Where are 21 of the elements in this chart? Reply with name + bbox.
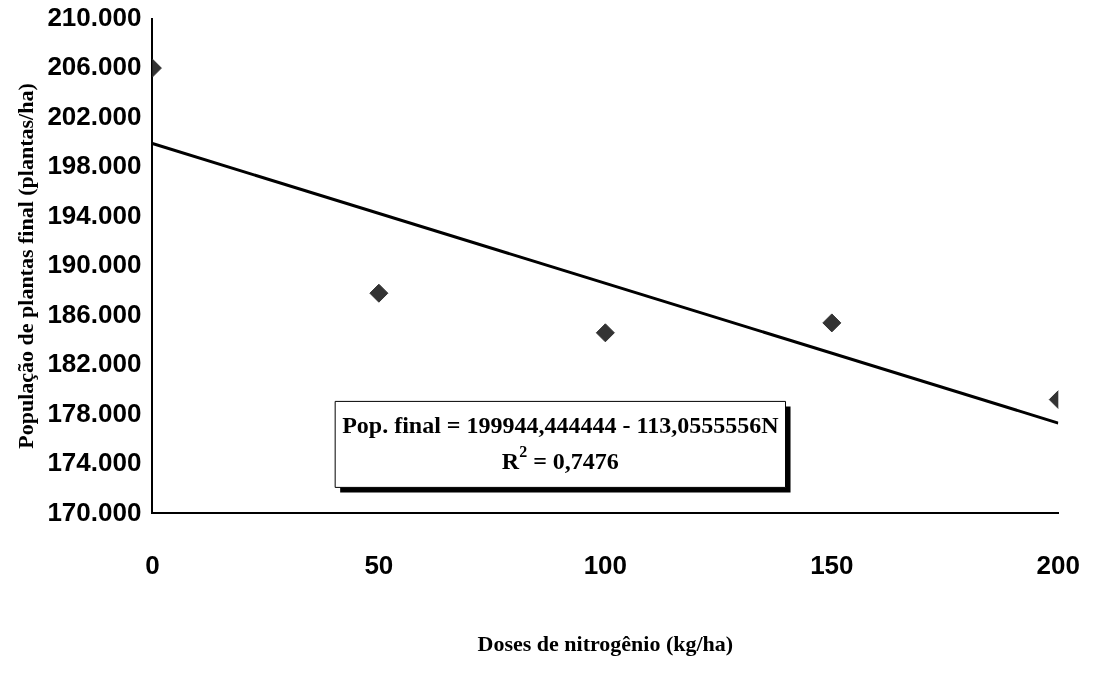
y-tick-label: 178.000 [47,397,142,428]
y-tick-label: 206.000 [47,51,142,82]
x-tick-label: 100 [583,550,628,581]
y-tick-label: 186.000 [47,298,142,329]
x-tick-label: 0 [145,550,160,581]
y-axis-title: População de plantas final (plantas/ha) [12,83,38,449]
x-tick-label: 200 [1036,550,1081,581]
y-tick-label: 170.000 [47,496,142,527]
x-axis-title: Doses de nitrogênio (kg/ha) [477,631,734,657]
y-tick-label: 198.000 [47,150,142,181]
x-tick-label: 150 [810,550,854,581]
y-tick-label: 202.000 [47,100,142,131]
annotation: Pop. final = 199944,444444 - 113,0555556N [342,411,780,438]
point [595,323,615,343]
point [369,283,389,303]
y-tick-label: 210.000 [47,1,142,32]
y-tick-label: 190.000 [47,249,142,280]
y-tick-label: 182.000 [47,348,142,379]
y-tick-label: 194.000 [47,199,142,230]
y-tick-label: 174.000 [47,447,142,478]
x-tick-label: 50 [364,550,394,581]
